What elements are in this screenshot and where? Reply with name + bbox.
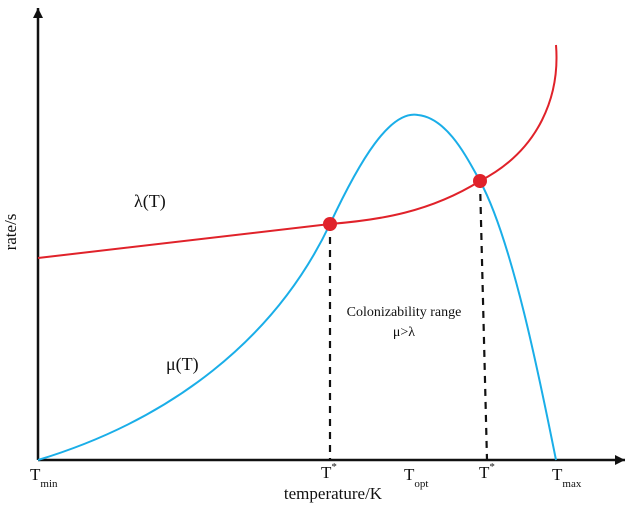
colonizability-condition-label: μ>λ — [393, 325, 415, 340]
lambda-label: λ(T) — [134, 191, 166, 212]
tick-t-star-1: T* — [321, 461, 337, 482]
lambda-curve — [37, 44, 558, 259]
tick-t-star-2: T* — [479, 461, 495, 482]
mu-curve — [37, 113, 557, 461]
intersection-point-1 — [323, 217, 337, 231]
intersection-point-2 — [473, 174, 487, 188]
drop-line-t-star-2 — [478, 180, 489, 461]
tick-t-opt: Topt — [404, 465, 428, 490]
tick-t-min: Tmin — [30, 465, 58, 490]
tick-t-max: Tmax — [552, 465, 582, 490]
colonizability-range-label: Colonizability range — [347, 305, 462, 320]
mu-label: μ(T) — [166, 354, 199, 375]
y-axis-title: rate/s — [1, 214, 20, 251]
x-axis-title: temperature/K — [284, 484, 383, 503]
